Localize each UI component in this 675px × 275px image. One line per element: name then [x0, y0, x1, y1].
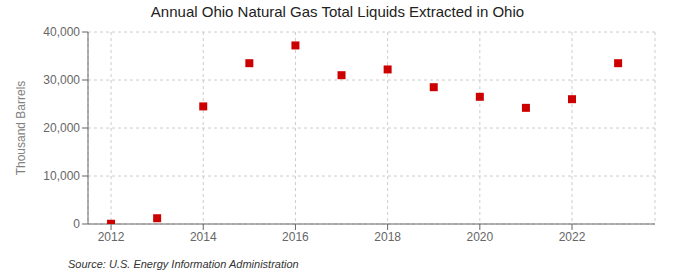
svg-text:2016: 2016: [282, 230, 309, 244]
svg-text:10,000: 10,000: [43, 169, 80, 183]
svg-text:2014: 2014: [190, 230, 217, 244]
svg-text:2018: 2018: [374, 230, 401, 244]
svg-text:0: 0: [73, 217, 80, 231]
svg-text:2022: 2022: [559, 230, 586, 244]
svg-text:2012: 2012: [98, 230, 125, 244]
html-text:Source: U.S. Energy Informatio: Source: U.S. Energy Information Administ…: [68, 258, 299, 270]
svg-text:20,000: 20,000: [43, 121, 80, 135]
svg-text:40,000: 40,000: [43, 25, 80, 39]
html-text:Annual Ohio Natural Gas Total: Annual Ohio Natural Gas Total Liquids Ex…: [150, 3, 525, 20]
svg-text:30,000: 30,000: [43, 73, 80, 87]
svg-text:2020: 2020: [466, 230, 493, 244]
svg-text:Thousand Barrels: Thousand Barrels: [14, 81, 28, 176]
